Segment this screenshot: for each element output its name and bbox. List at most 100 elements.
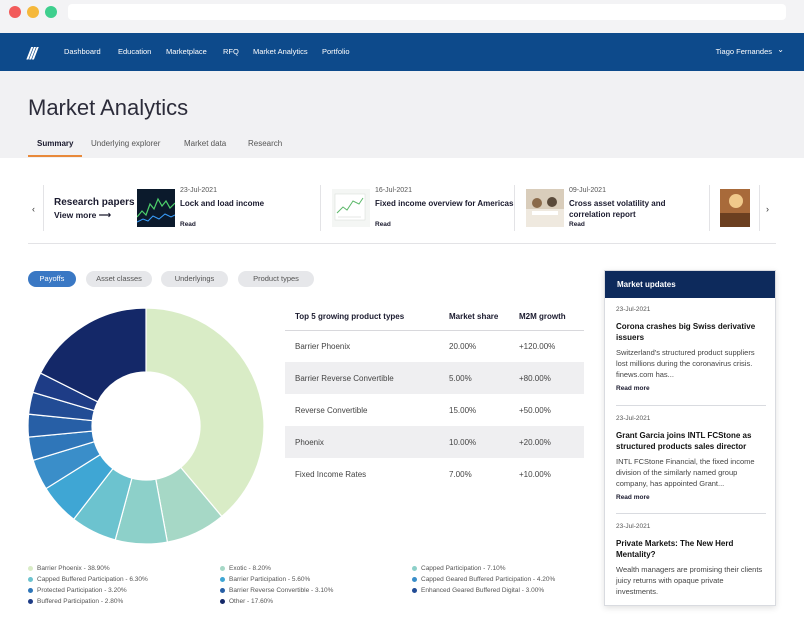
nav-market-analytics[interactable]: Market Analytics bbox=[253, 47, 308, 56]
news-title[interactable]: Corona crashes big Swiss derivative issu… bbox=[616, 322, 756, 342]
row-share: 7.00% bbox=[449, 470, 472, 479]
read-more-link[interactable]: Read more bbox=[616, 385, 650, 392]
legend-item[interactable]: Other - 17.60% bbox=[220, 598, 273, 605]
arrow-right-icon: ⟶ bbox=[98, 210, 111, 220]
tab-underlying-explorer[interactable]: Underlying explorer bbox=[91, 139, 161, 148]
app-logo[interactable]: /// bbox=[27, 44, 37, 63]
legend-label: Capped Participation - 7.10% bbox=[421, 565, 506, 572]
news-body: Switzerland's structured product supplie… bbox=[616, 348, 755, 379]
active-tab-indicator bbox=[28, 155, 82, 157]
nav-dashboard[interactable]: Dashboard bbox=[64, 47, 101, 56]
legend-item[interactable]: Capped Geared Buffered Participation - 4… bbox=[412, 576, 555, 583]
legend-swatch bbox=[28, 565, 33, 571]
card-read-link[interactable]: Read bbox=[180, 221, 196, 228]
view-more-link[interactable]: View more ⟶ bbox=[54, 210, 111, 221]
table-row[interactable]: Phoenix 10.00% +20.00% bbox=[285, 426, 584, 458]
news-date: 23-Jul-2021 bbox=[616, 306, 651, 313]
table-row[interactable]: Fixed Income Rates 7.00% +10.00% bbox=[285, 458, 584, 490]
news-item[interactable]: 23-Jul-2021 Private Markets: The New Her… bbox=[616, 523, 766, 597]
card-title[interactable]: Lock and load income bbox=[180, 199, 265, 208]
legend-swatch bbox=[220, 598, 225, 604]
legend-swatch bbox=[28, 598, 33, 604]
row-share: 10.00% bbox=[449, 438, 477, 447]
legend-label: Protected Participation - 3.20% bbox=[37, 587, 127, 594]
legend-label: Other - 17.60% bbox=[229, 598, 274, 605]
table-header-product: Top 5 growing product types bbox=[295, 312, 405, 321]
row-growth: +120.00% bbox=[519, 342, 556, 351]
news-body: INTL FCStone Financial, the fixed income… bbox=[616, 457, 755, 488]
legend-swatch bbox=[220, 565, 225, 571]
address-bar[interactable] bbox=[68, 4, 786, 20]
tab-research[interactable]: Research bbox=[248, 139, 283, 148]
divider bbox=[616, 513, 766, 514]
maximize-window-dot[interactable] bbox=[45, 6, 57, 18]
news-item[interactable]: 23-Jul-2021 Corona crashes big Swiss der… bbox=[616, 306, 766, 392]
news-title[interactable]: Private Markets: The New Herd Mentality? bbox=[616, 539, 734, 559]
nav-marketplace[interactable]: Marketplace bbox=[166, 47, 207, 56]
user-menu-name[interactable]: Tiago Fernandes bbox=[715, 47, 772, 56]
legend-item[interactable]: Barrier Phoenix - 38.90% bbox=[28, 565, 110, 572]
table-row[interactable]: Barrier Phoenix 20.00% +120.00% bbox=[285, 330, 584, 362]
page-title: Market Analytics bbox=[28, 95, 189, 120]
legend-swatch bbox=[28, 587, 33, 593]
read-more-link[interactable]: Read more bbox=[616, 494, 650, 501]
legend-item[interactable]: Barrier Participation - 5.60% bbox=[220, 576, 310, 583]
nav-portfolio[interactable]: Portfolio bbox=[322, 47, 350, 56]
legend-item[interactable]: Capped Buffered Participation - 6.30% bbox=[28, 576, 148, 583]
row-share: 15.00% bbox=[449, 406, 477, 415]
row-product: Phoenix bbox=[295, 438, 324, 447]
legend-item[interactable]: Capped Participation - 7.10% bbox=[412, 565, 506, 572]
carousel-prev-icon[interactable]: ‹ bbox=[32, 204, 35, 214]
news-title[interactable]: Grant Garcia joins INTL FCStone as struc… bbox=[616, 431, 752, 451]
card-read-link[interactable]: Read bbox=[375, 221, 391, 228]
table-row[interactable]: Barrier Reverse Convertible 5.00% +80.00… bbox=[285, 362, 584, 394]
divider bbox=[759, 185, 760, 231]
legend-label: Barrier Reverse Convertible - 3.10% bbox=[229, 587, 334, 594]
legend-label: Exotic - 8.20% bbox=[229, 565, 271, 572]
legend-item[interactable]: Protected Participation - 3.20% bbox=[28, 587, 127, 594]
tab-summary[interactable]: Summary bbox=[37, 139, 74, 148]
card-read-link[interactable]: Read bbox=[569, 221, 585, 228]
legend-item[interactable]: Barrier Reverse Convertible - 3.10% bbox=[220, 587, 333, 594]
filter-asset-classes[interactable]: Asset classes bbox=[86, 271, 152, 287]
legend-item[interactable]: Buffered Participation - 2.80% bbox=[28, 598, 123, 605]
filter-underlyings[interactable]: Underlyings bbox=[161, 271, 228, 287]
donut-slice-other[interactable] bbox=[39, 307, 147, 403]
filter-product-types[interactable]: Product types bbox=[238, 271, 314, 287]
chevron-down-icon[interactable]: ⌄ bbox=[777, 45, 784, 54]
card-title[interactable]: Fixed income overview for Americas bbox=[375, 199, 514, 208]
research-carousel: ‹ Research papers View more ⟶ 23-Jul-202… bbox=[28, 183, 776, 243]
news-item[interactable]: 23-Jul-2021 Grant Garcia joins INTL FCSt… bbox=[616, 415, 766, 501]
legend-swatch bbox=[412, 565, 417, 571]
row-growth: +50.00% bbox=[519, 406, 551, 415]
close-window-dot[interactable] bbox=[9, 6, 21, 18]
card-thumbnail-partial[interactable] bbox=[720, 189, 750, 227]
card-thumbnail-meeting[interactable] bbox=[526, 189, 564, 227]
browser-chrome bbox=[0, 0, 804, 33]
minimize-window-dot[interactable] bbox=[27, 6, 39, 18]
legend-swatch bbox=[412, 576, 417, 582]
legend-swatch bbox=[220, 587, 225, 593]
legend-label: Capped Buffered Participation - 6.30% bbox=[37, 576, 148, 583]
legend-item[interactable]: Enhanced Geared Buffered Digital - 3.00% bbox=[412, 587, 544, 594]
table-row[interactable]: Reverse Convertible 15.00% +50.00% bbox=[285, 394, 584, 426]
legend-label: Enhanced Geared Buffered Digital - 3.00% bbox=[421, 587, 545, 594]
nav-rfq[interactable]: RFQ bbox=[223, 47, 239, 56]
tab-market-data[interactable]: Market data bbox=[184, 139, 227, 148]
table-header-growth: M2M growth bbox=[519, 312, 566, 321]
legend-item[interactable]: Exotic - 8.20% bbox=[220, 565, 271, 572]
donut-slice-barrier-phoenix[interactable] bbox=[145, 307, 265, 518]
filter-payoffs[interactable]: Payoffs bbox=[28, 271, 76, 287]
divider bbox=[514, 185, 515, 231]
row-growth: +80.00% bbox=[519, 374, 551, 383]
card-thumbnail-document[interactable] bbox=[332, 189, 370, 227]
legend-swatch bbox=[28, 576, 33, 582]
row-product: Reverse Convertible bbox=[295, 406, 368, 415]
row-product: Barrier Reverse Convertible bbox=[295, 374, 394, 383]
card-thumbnail-chart[interactable] bbox=[137, 189, 175, 227]
row-share: 20.00% bbox=[449, 342, 477, 351]
carousel-next-icon[interactable]: › bbox=[766, 204, 769, 214]
card-title[interactable]: Cross asset volatility and correlation r… bbox=[569, 199, 666, 219]
divider bbox=[43, 185, 44, 231]
nav-education[interactable]: Education bbox=[118, 47, 152, 56]
